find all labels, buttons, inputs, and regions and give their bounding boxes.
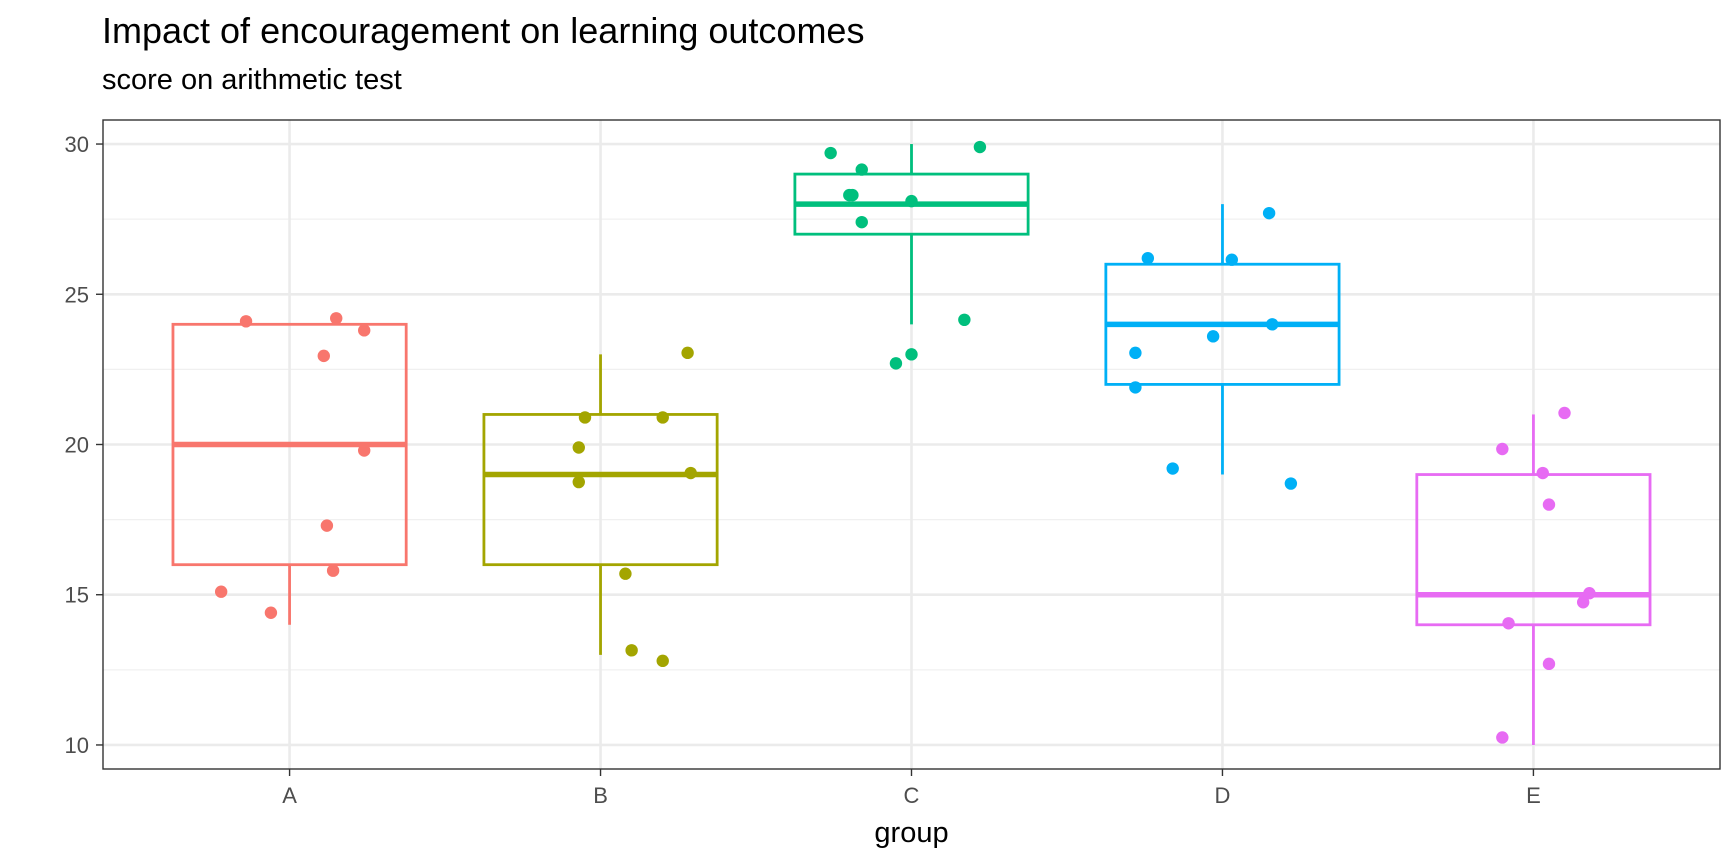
x-tick-label: C (904, 783, 920, 808)
box-C (793, 144, 1030, 325)
data-point (1542, 657, 1556, 671)
data-point (264, 606, 278, 619)
data-point (681, 346, 694, 360)
data-point (1558, 406, 1571, 420)
box-E (1415, 414, 1652, 745)
x-tick-label: E (1526, 783, 1541, 808)
data-point (1576, 596, 1590, 609)
data-point (214, 585, 228, 598)
data-point (619, 567, 632, 580)
box-D (1104, 204, 1341, 475)
data-point (1536, 466, 1549, 480)
data-point (889, 357, 903, 370)
x-tick-label: D (1215, 783, 1231, 808)
data-point (1496, 731, 1509, 744)
data-point (1141, 252, 1155, 265)
data-point (905, 348, 918, 361)
data-point (1206, 330, 1220, 343)
data-point (358, 444, 371, 457)
chart-title: Impact of encouragement on learning outc… (102, 10, 865, 51)
data-point (1266, 318, 1279, 331)
data-point (973, 140, 987, 154)
data-point (578, 411, 592, 424)
box-body (1415, 473, 1652, 627)
data-point (1542, 498, 1556, 511)
data-point (1284, 477, 1298, 490)
data-point (572, 475, 585, 489)
data-point (625, 644, 638, 657)
data-point (855, 215, 868, 229)
data-point (1583, 587, 1596, 600)
x-tick-label: B (593, 783, 608, 808)
data-point (1129, 381, 1142, 394)
y-tick-label: 15 (65, 583, 89, 608)
data-point (905, 194, 918, 208)
data-point (326, 564, 340, 577)
box-B (482, 354, 719, 655)
data-point (855, 163, 868, 176)
data-point (656, 411, 669, 424)
data-point (1496, 442, 1509, 456)
y-tick-label: 25 (65, 282, 89, 307)
y-tick-label: 10 (65, 733, 89, 758)
data-point (1129, 346, 1142, 360)
box-A (171, 322, 408, 625)
point-layer (214, 140, 1596, 744)
data-point (656, 654, 669, 668)
x-tick-label: A (282, 783, 297, 808)
axis-layer: 10 15 20 25 30 A B C D E (65, 132, 1541, 808)
x-axis-title: group (874, 817, 948, 849)
data-point (572, 441, 585, 454)
data-point (846, 188, 859, 202)
chart-subtitle: score on arithmetic test (102, 64, 402, 96)
data-point (320, 519, 334, 532)
data-point (958, 313, 971, 327)
data-point (317, 349, 330, 363)
box-layer (171, 144, 1652, 745)
data-point (1502, 617, 1515, 630)
data-point (239, 315, 253, 328)
data-point (824, 146, 837, 160)
data-point (684, 466, 697, 480)
data-point (1262, 206, 1276, 220)
box-body (482, 413, 719, 567)
data-point (1166, 462, 1179, 475)
data-point (358, 324, 371, 337)
data-point (1225, 253, 1238, 266)
y-tick-label: 30 (65, 132, 89, 157)
y-tick-label: 20 (65, 433, 89, 458)
data-point (330, 312, 343, 325)
